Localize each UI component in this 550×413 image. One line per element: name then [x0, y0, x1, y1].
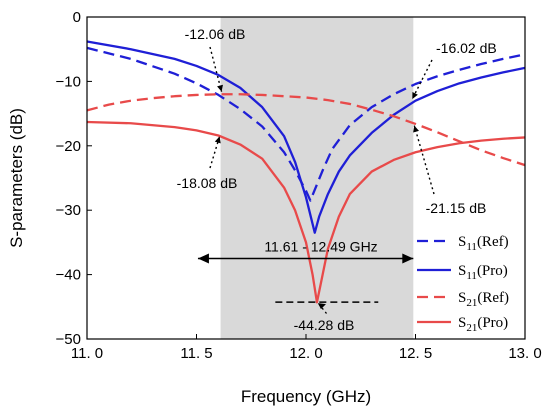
- y-tick-label-1: −10: [56, 73, 81, 90]
- y-tick-label-5: −50: [56, 331, 81, 348]
- band-arrow-head-left: [197, 253, 209, 264]
- shaded-band: [220, 17, 414, 339]
- y-tick-label-4: −40: [56, 267, 81, 284]
- shaded-band-layer: [220, 17, 414, 339]
- legend-label-sub-2: 21: [466, 297, 477, 309]
- leader-18-08: [209, 136, 221, 169]
- leader-21-15-head: [413, 125, 419, 133]
- series-line-1: [86, 40, 526, 234]
- annotation-s21-ref-cut-left: -18.08 dB: [177, 175, 238, 191]
- series-line-2: [86, 93, 526, 167]
- annotation-s11-ref-cut-right: -16.02 dB: [436, 40, 497, 56]
- legend-label-3: S21(Pro): [458, 315, 508, 334]
- leader-16-02: [411, 59, 433, 100]
- ticks-layer: 11. 0 11. 5 12. 0 12. 5 13. 0 0 −10 −20 −30 −40 −5…: [56, 9, 542, 362]
- y-tick-label-3: −30: [56, 202, 81, 219]
- legend-label-2: S21(Ref): [458, 290, 509, 309]
- x-tick-label-2: 12. 0: [289, 345, 322, 362]
- annotation-layer: 11.61 - 12.49 GHz -12.06 dB -18.08 dB -16.0…: [177, 26, 497, 333]
- annotation-min: -44.28 dB: [294, 317, 355, 333]
- legend-label-main-2: S: [458, 290, 466, 306]
- legend-label-main-3: S: [458, 315, 466, 331]
- leader-16-02-head: [412, 92, 418, 100]
- band-arrow-head-right: [402, 253, 414, 264]
- legend-label-sub-3: 21: [466, 322, 477, 334]
- annotation-s21-ref-cut-right: -21.15 dB: [426, 200, 487, 216]
- legend: S11(Ref)S11(Pro)S21(Ref)S21(Pro): [417, 234, 509, 334]
- y-tick-label-2: −20: [56, 138, 81, 155]
- series-line-3: [86, 120, 526, 304]
- legend-label-suffix-1: (Pro): [477, 263, 508, 279]
- leader-12-06-head: [217, 84, 223, 92]
- legend-label-sub-0: 11: [466, 241, 477, 253]
- legend-label-sub-1: 11: [466, 270, 477, 282]
- legend-label-suffix-0: (Ref): [477, 234, 509, 250]
- legend-label-main-0: S: [458, 234, 466, 250]
- min-pointer: [318, 303, 329, 316]
- legend-label-main-1: S: [458, 263, 466, 279]
- legend-label-suffix-3: (Pro): [477, 315, 508, 331]
- y-axis-title: S-parameters (dB): [7, 108, 26, 248]
- legend-label-1: S11(Pro): [458, 263, 508, 282]
- annotation-s11-ref-cut-left: -12.06 dB: [185, 26, 246, 42]
- x-tick-label-0: 11. 0: [71, 345, 103, 362]
- legend-label-suffix-2: (Ref): [477, 290, 509, 306]
- legend-label-0: S11(Ref): [458, 234, 509, 253]
- leader-21-15: [413, 125, 435, 195]
- x-tick-label-3: 12. 5: [399, 345, 432, 362]
- leader-12-06: [209, 46, 223, 92]
- band-label: 11.61 - 12.49 GHz: [264, 239, 377, 255]
- series-line-0: [86, 46, 526, 202]
- y-tick-label-0: 0: [73, 9, 81, 26]
- x-axis-title: Frequency (GHz): [241, 387, 371, 406]
- min-pointer-head: [317, 303, 326, 310]
- series-layer: [86, 40, 526, 304]
- x-tick-label-4: 13. 0: [508, 345, 541, 362]
- x-tick-label-1: 11. 5: [180, 345, 212, 362]
- leader-18-08-head: [214, 136, 221, 144]
